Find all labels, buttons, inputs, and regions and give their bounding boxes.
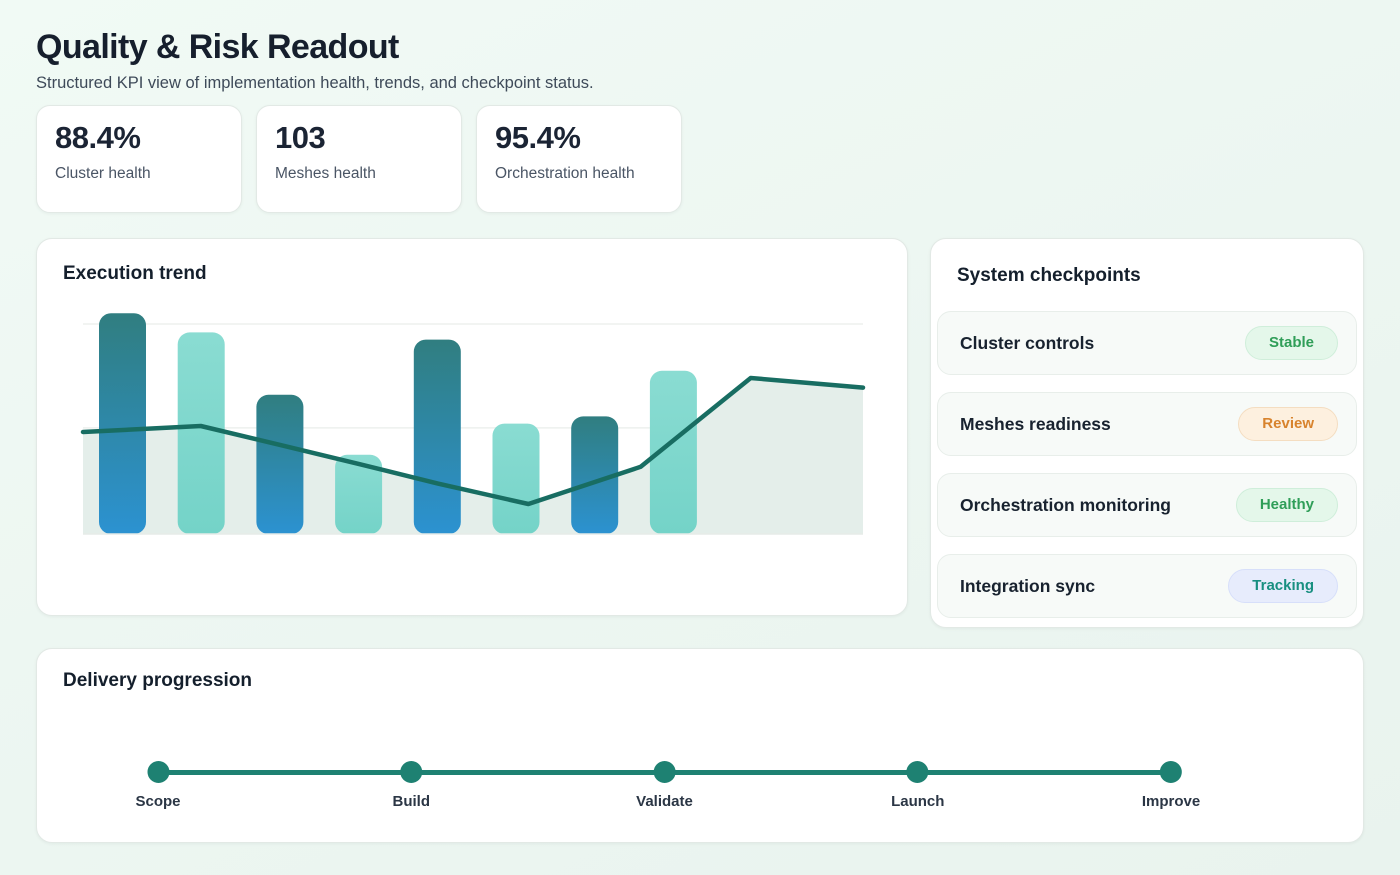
system-checkpoints-title: System checkpoints	[957, 265, 1141, 286]
execution-trend-chart	[80, 313, 866, 535]
status-badge: Healthy	[1235, 488, 1338, 522]
status-badge: Tracking	[1228, 569, 1338, 603]
page-subtitle: Structured KPI view of implementation he…	[36, 74, 594, 92]
checkpoint-row-meshes-readiness: Meshes readiness Review	[937, 392, 1357, 456]
step-dot-icon	[653, 761, 676, 783]
execution-trend-panel: Execution trend	[36, 238, 908, 616]
kpi-card-meshes-health: 103 Meshes health	[256, 105, 462, 213]
step-dot-icon	[906, 761, 929, 783]
kpi-card-orchestration-health: 95.4% Orchestration health	[476, 105, 682, 213]
execution-trend-title: Execution trend	[63, 263, 207, 284]
delivery-step-build: Build	[392, 761, 431, 810]
kpi-value: 103	[275, 120, 326, 155]
step-dot-icon	[400, 761, 423, 783]
delivery-step-launch: Launch	[891, 761, 944, 810]
step-label: Improve	[1141, 793, 1201, 810]
status-badge: Stable	[1244, 326, 1338, 360]
checkpoint-row-orchestration-monitoring: Orchestration monitoring Healthy	[937, 473, 1357, 537]
header: Quality & Risk Readout Structured KPI vi…	[36, 28, 594, 93]
kpi-card-cluster-health: 88.4% Cluster health	[36, 105, 242, 213]
step-label: Launch	[891, 793, 945, 810]
kpi-value: 95.4%	[495, 120, 581, 155]
kpi-value: 88.4%	[55, 120, 141, 155]
page-title: Quality & Risk Readout	[36, 28, 399, 66]
delivery-progression-title: Delivery progression	[63, 670, 253, 691]
delivery-step-validate: Validate	[636, 761, 693, 810]
kpi-label: Orchestration health	[495, 165, 635, 182]
system-checkpoints-panel: System checkpoints Cluster controls Stab…	[930, 238, 1364, 628]
delivery-progression-panel: Delivery progression Scope Build Validate L…	[36, 648, 1364, 843]
delivery-stepper-track: Scope Build Validate Launch Improve	[135, 761, 1200, 825]
checkpoint-label: Meshes readiness	[960, 413, 1111, 434]
step-dot-icon	[146, 761, 169, 783]
step-dot-icon	[1159, 761, 1182, 783]
checkpoint-label: Orchestration monitoring	[960, 494, 1171, 515]
delivery-step-scope: Scope	[135, 761, 181, 810]
status-badge: Review	[1238, 407, 1338, 441]
step-label: Validate	[636, 793, 693, 810]
step-label: Scope	[135, 793, 181, 810]
kpi-label: Cluster health	[55, 165, 151, 182]
step-label: Build	[392, 793, 431, 810]
checkpoint-row-cluster-controls: Cluster controls Stable	[937, 311, 1357, 375]
checkpoint-label: Integration sync	[960, 575, 1096, 596]
kpi-label: Meshes health	[275, 165, 376, 182]
kpi-row: 88.4% Cluster health 103 Meshes health 9…	[36, 105, 682, 213]
checkpoint-label: Cluster controls	[960, 332, 1095, 353]
delivery-step-improve: Improve	[1142, 761, 1200, 810]
checkpoint-row-integration-sync: Integration sync Tracking	[937, 554, 1357, 618]
